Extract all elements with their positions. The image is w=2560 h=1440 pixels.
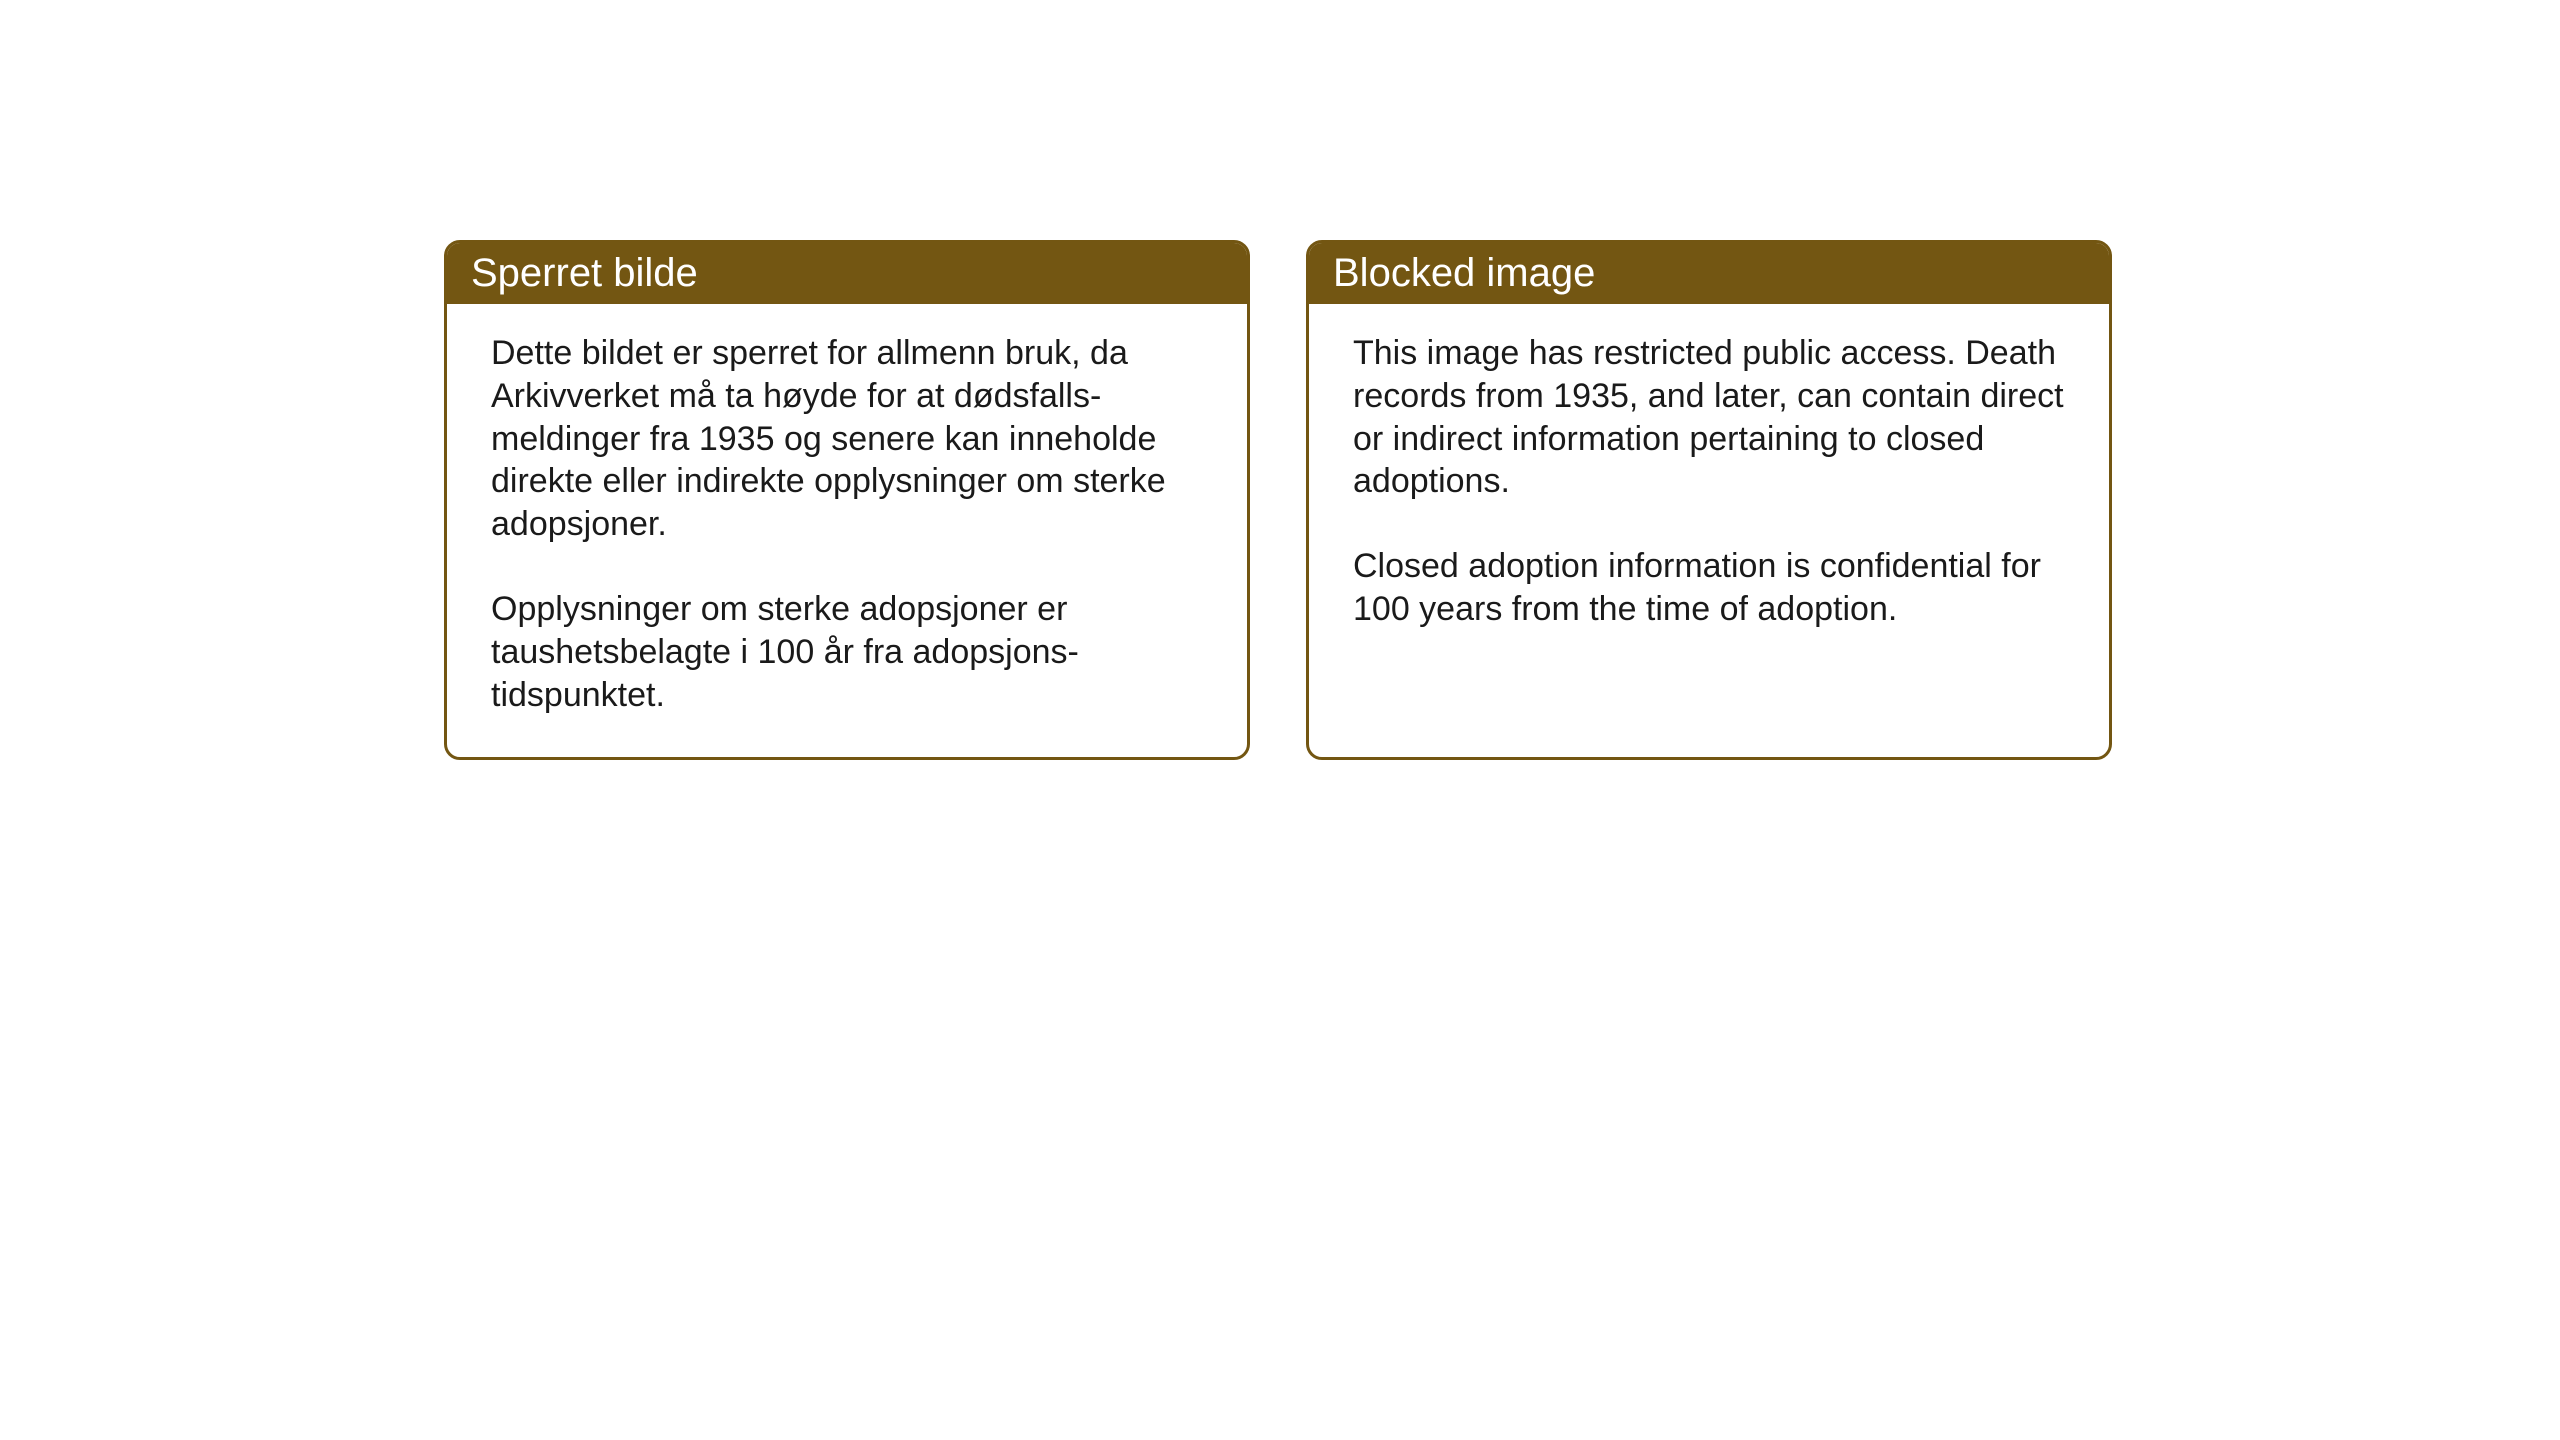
notice-box-norwegian: Sperret bilde Dette bildet er sperret fo… xyxy=(444,240,1250,760)
notice-header-norwegian: Sperret bilde xyxy=(447,243,1247,304)
notice-title-english: Blocked image xyxy=(1333,251,1595,295)
notice-paragraph-2-english: Closed adoption information is confident… xyxy=(1353,545,2065,631)
notice-paragraph-1-english: This image has restricted public access.… xyxy=(1353,332,2065,503)
notice-container: Sperret bilde Dette bildet er sperret fo… xyxy=(0,0,2560,760)
notice-title-norwegian: Sperret bilde xyxy=(471,251,698,295)
notice-body-english: This image has restricted public access.… xyxy=(1309,304,2109,671)
notice-header-english: Blocked image xyxy=(1309,243,2109,304)
notice-body-norwegian: Dette bildet er sperret for allmenn bruk… xyxy=(447,304,1247,757)
notice-paragraph-1-norwegian: Dette bildet er sperret for allmenn bruk… xyxy=(491,332,1203,546)
notice-paragraph-2-norwegian: Opplysninger om sterke adopsjoner er tau… xyxy=(491,588,1203,716)
notice-box-english: Blocked image This image has restricted … xyxy=(1306,240,2112,760)
